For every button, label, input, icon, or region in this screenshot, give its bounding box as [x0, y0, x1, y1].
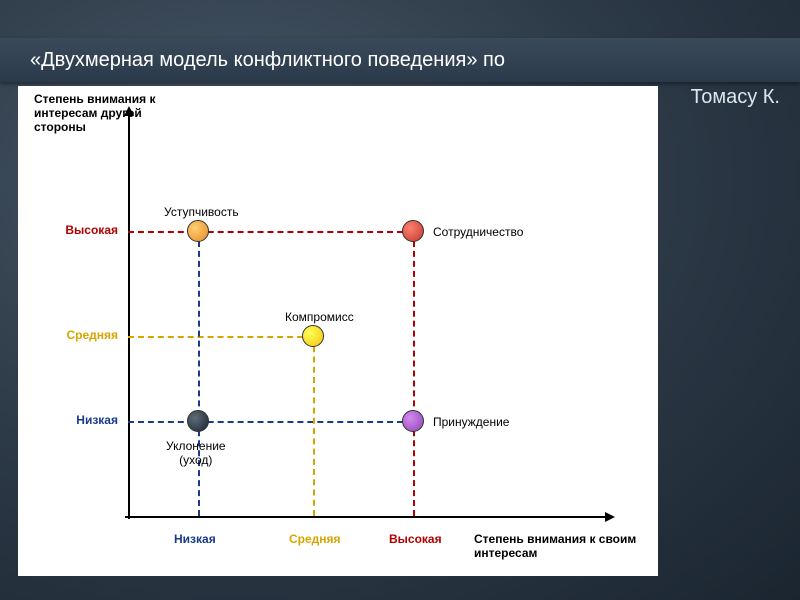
title-bar: «Двухмерная модель конфликтного поведени… [0, 38, 800, 82]
data-point [402, 220, 424, 242]
slide-subtitle: Томасу К. [691, 86, 780, 109]
guide-line [198, 231, 200, 516]
x-axis-label: Степень внимания к своим интересам [474, 532, 644, 560]
guide-line [128, 231, 413, 233]
data-point-label: Уступчивость [164, 205, 239, 219]
guide-line [128, 421, 413, 423]
y-axis [128, 116, 130, 519]
y-tick-label: Средняя [66, 328, 118, 342]
slide-title: «Двухмерная модель конфликтного поведени… [30, 49, 505, 72]
chart-panel: Степень внимания к интересам другой стор… [18, 86, 658, 576]
data-point-label: Компромисс [285, 310, 354, 324]
data-point-label: Принуждение [433, 415, 509, 429]
y-tick-label: Низкая [76, 413, 118, 427]
x-axis-arrow-icon [605, 512, 615, 522]
data-point-label: Сотрудничество [433, 225, 523, 239]
data-point [187, 410, 209, 432]
x-tick-label: Низкая [174, 532, 216, 546]
y-axis-label: Степень внимания к интересам другой стор… [34, 92, 194, 134]
x-tick-label: Высокая [389, 532, 442, 546]
data-point [302, 325, 324, 347]
data-point [402, 410, 424, 432]
y-tick-label: Высокая [65, 223, 118, 237]
x-tick-label: Средняя [289, 532, 341, 546]
data-point-label: Уклонение(уход) [166, 439, 226, 467]
data-point [187, 220, 209, 242]
guide-line [128, 336, 313, 338]
guide-line [313, 336, 315, 516]
guide-line [413, 231, 415, 516]
thomas-conflict-scatter: Степень внимания к интересам другой стор… [18, 86, 658, 576]
x-axis [125, 516, 605, 518]
